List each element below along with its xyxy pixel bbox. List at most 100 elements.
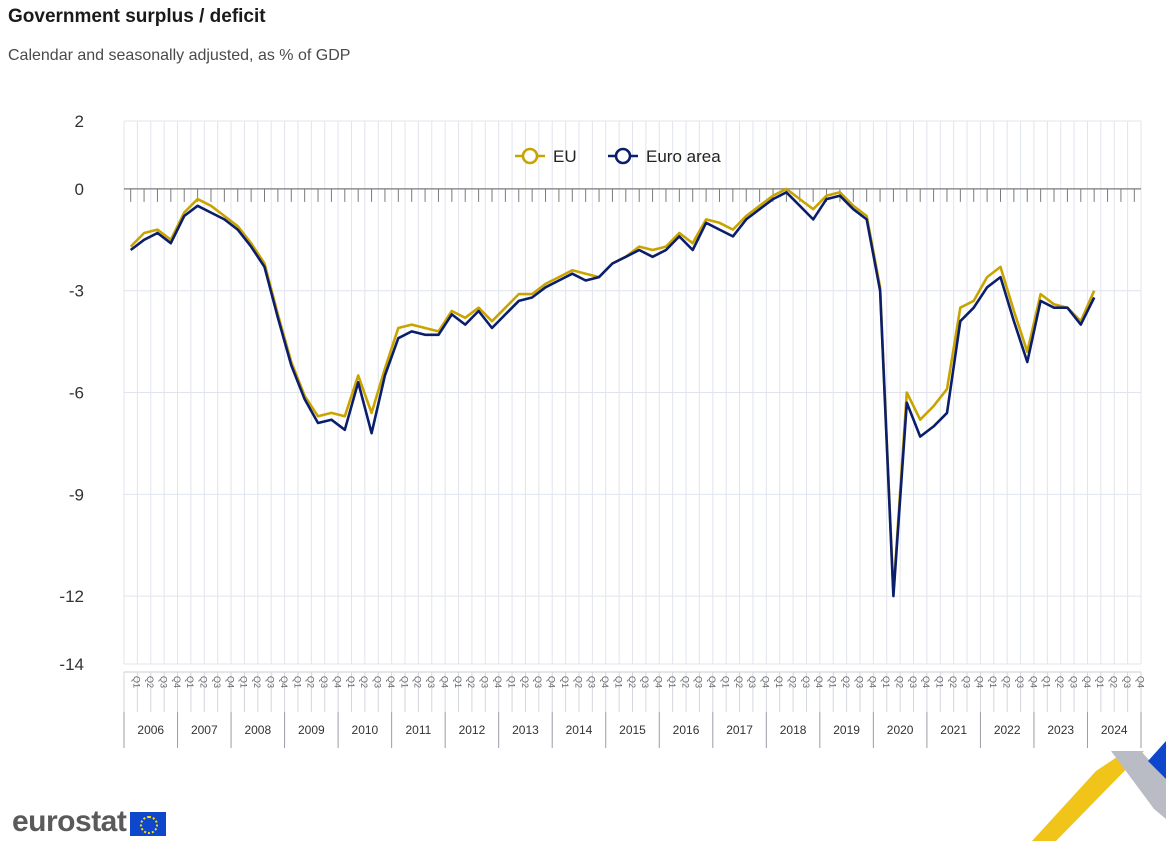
quarter-label: Q1 [935, 676, 945, 688]
year-label: 2019 [833, 723, 860, 737]
year-label: 2011 [405, 723, 431, 737]
quarter-label: Q2 [1109, 676, 1119, 688]
quarter-label: Q1 [292, 676, 302, 688]
quarter-label: Q2 [252, 676, 262, 688]
quarter-label: Q1 [1095, 676, 1105, 688]
quarter-label: Q3 [801, 676, 811, 688]
quarter-label: Q3 [319, 676, 329, 688]
year-label: 2008 [244, 723, 271, 737]
quarter-label: Q4 [172, 676, 182, 688]
quarter-label: Q2 [573, 676, 583, 688]
year-label: 2015 [619, 723, 646, 737]
y-tick-label: -14 [59, 655, 84, 674]
quarter-label: Q4 [814, 676, 824, 688]
quarter-label: Q2 [627, 676, 637, 688]
quarter-label: Q2 [413, 676, 423, 688]
year-label: 2009 [298, 723, 325, 737]
y-tick-label: -12 [59, 587, 84, 606]
y-tick-label: -9 [69, 485, 84, 504]
quarter-label: Q1 [667, 676, 677, 688]
quarter-label: Q3 [426, 676, 436, 688]
quarter-label: Q1 [399, 676, 409, 688]
grid [123, 120, 1142, 665]
quarter-label: Q3 [694, 676, 704, 688]
quarter-label: Q2 [359, 676, 369, 688]
eu-flag-icon [130, 812, 167, 836]
quarter-label: Q3 [1068, 676, 1078, 688]
quarter-label: Q3 [158, 676, 168, 688]
deco-grey-shape [1111, 751, 1166, 819]
quarter-label: Q3 [266, 676, 276, 688]
quarter-label: Q3 [587, 676, 597, 688]
year-label: 2006 [137, 723, 164, 737]
legend-label: EU [553, 147, 577, 166]
quarter-label: Q4 [1082, 676, 1092, 688]
quarter-label: Q1 [453, 676, 463, 688]
quarter-label: Q4 [547, 676, 557, 688]
quarter-label: Q2 [680, 676, 690, 688]
deco-yellow-shape [1032, 751, 1144, 841]
quarter-label: Q3 [480, 676, 490, 688]
quarter-label: Q1 [185, 676, 195, 688]
legend-item-eu: EU [515, 147, 577, 166]
quarter-label: Q1 [720, 676, 730, 688]
quarter-label: Q4 [707, 676, 717, 688]
year-label: 2012 [459, 723, 486, 737]
chart-subtitle: Calendar and seasonally adjusted, as % o… [8, 47, 351, 64]
quarter-label: Q4 [1028, 676, 1038, 688]
year-label: 2024 [1101, 723, 1128, 737]
year-label: 2023 [1047, 723, 1074, 737]
quarter-label: Q2 [520, 676, 530, 688]
quarter-label: Q4 [225, 676, 235, 688]
quarter-label: Q3 [212, 676, 222, 688]
quarter-label: Q1 [346, 676, 356, 688]
quarter-label: Q4 [868, 676, 878, 688]
quarter-label: Q4 [493, 676, 503, 688]
series-line-euro-area [129, 191, 1096, 598]
quarter-label: Q2 [1001, 676, 1011, 688]
quarter-label: Q3 [747, 676, 757, 688]
quarter-label: Q1 [560, 676, 570, 688]
quarter-label: Q4 [1135, 676, 1145, 688]
legend-marker [614, 147, 632, 165]
quarter-label: Q1 [1042, 676, 1052, 688]
quarter-label: Q1 [239, 676, 249, 688]
deco-blue-shape [1148, 741, 1166, 779]
quarter-label: Q1 [613, 676, 623, 688]
year-label: 2022 [994, 723, 1021, 737]
quarter-label: Q2 [787, 676, 797, 688]
quarter-label: Q2 [199, 676, 209, 688]
year-label: 2016 [673, 723, 700, 737]
quarter-label: Q3 [961, 676, 971, 688]
year-label: 2018 [780, 723, 807, 737]
eurostat-logo: eurostat [12, 805, 167, 839]
y-tick-label: -3 [69, 282, 84, 301]
quarter-label: Q3 [854, 676, 864, 688]
y-tick-label: 0 [75, 180, 84, 199]
quarter-label: Q1 [828, 676, 838, 688]
quarter-label: Q4 [332, 676, 342, 688]
year-label: 2021 [940, 723, 967, 737]
quarter-label: Q4 [439, 676, 449, 688]
quarter-label: Q4 [921, 676, 931, 688]
quarter-label: Q1 [132, 676, 142, 688]
year-label: 2020 [887, 723, 914, 737]
quarter-label: Q2 [734, 676, 744, 688]
year-label: 2014 [566, 723, 593, 737]
quarter-label: Q3 [640, 676, 650, 688]
quarter-label: Q3 [373, 676, 383, 688]
corner-decoration [1032, 741, 1166, 841]
year-label: 2007 [191, 723, 218, 737]
quarter-label: Q3 [1015, 676, 1025, 688]
quarter-label: Q4 [600, 676, 610, 688]
quarter-label: Q3 [908, 676, 918, 688]
quarter-label: Q1 [988, 676, 998, 688]
quarter-label: Q2 [306, 676, 316, 688]
y-tick-label: 2 [75, 112, 84, 131]
legend-marker [521, 147, 539, 165]
y-tick-label: -6 [69, 384, 84, 403]
brand-name: eurostat [12, 805, 127, 838]
legend: EU Euro area [515, 147, 721, 166]
quarter-label: Q4 [279, 676, 289, 688]
